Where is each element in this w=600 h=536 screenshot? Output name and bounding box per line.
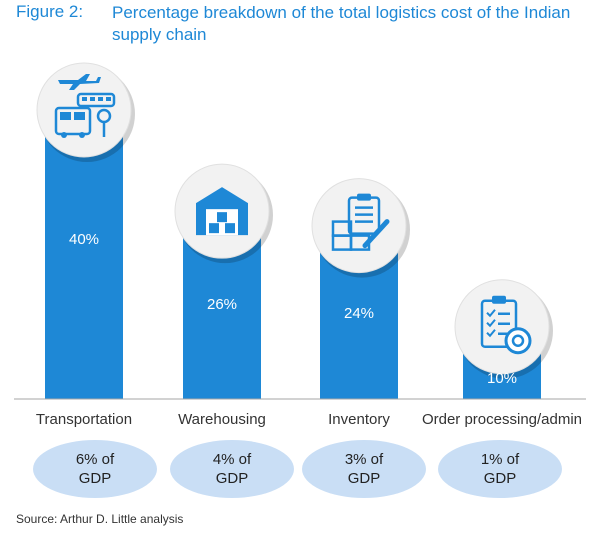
gdp-share-inventory: 3% of GDP — [302, 440, 426, 498]
gdp-share-value: 4% of — [212, 451, 252, 468]
gdp-share-transportation: 6% of GDP — [33, 440, 157, 498]
category-label-warehousing: Warehousing — [178, 411, 266, 428]
gdp-share-order-processing: 1% of GDP — [438, 440, 562, 498]
data-label-inventory: 24% — [344, 305, 374, 322]
bar-transportation — [45, 110, 123, 399]
category-label-transportation: Transportation — [36, 411, 132, 428]
figure-label: Figure 2: — [16, 2, 84, 21]
gdp-share-value: 1% of — [480, 451, 520, 468]
data-label-warehousing: 26% — [207, 296, 237, 313]
gdp-share-warehousing: 4% of GDP — [170, 440, 294, 498]
gdp-share-value: 3% of — [344, 451, 384, 468]
gdp-share-unit: GDP — [78, 470, 112, 487]
chart-title: Percentage breakdown of the total logist… — [112, 3, 571, 44]
transport-icon — [36, 62, 135, 162]
gdp-share-unit: GDP — [215, 470, 249, 487]
warehouse-icon — [174, 163, 273, 264]
source-note: Source: Arthur D. Little analysis — [16, 512, 184, 526]
gdp-share-value: 6% of — [75, 451, 115, 468]
bar-chart: 40% Transportation 26% Warehousing 24% Invent… — [14, 62, 586, 428]
clipboard-icon — [454, 279, 553, 379]
category-label-inventory: Inventory — [328, 411, 390, 428]
data-label-order-processing: 10% — [487, 370, 517, 387]
category-label-order-processing: Order processing/admin — [422, 411, 582, 428]
gdp-share-unit: GDP — [347, 470, 381, 487]
gdp-share-unit: GDP — [483, 470, 517, 487]
data-label-transportation: 40% — [69, 231, 99, 248]
inventory-icon — [311, 178, 410, 278]
